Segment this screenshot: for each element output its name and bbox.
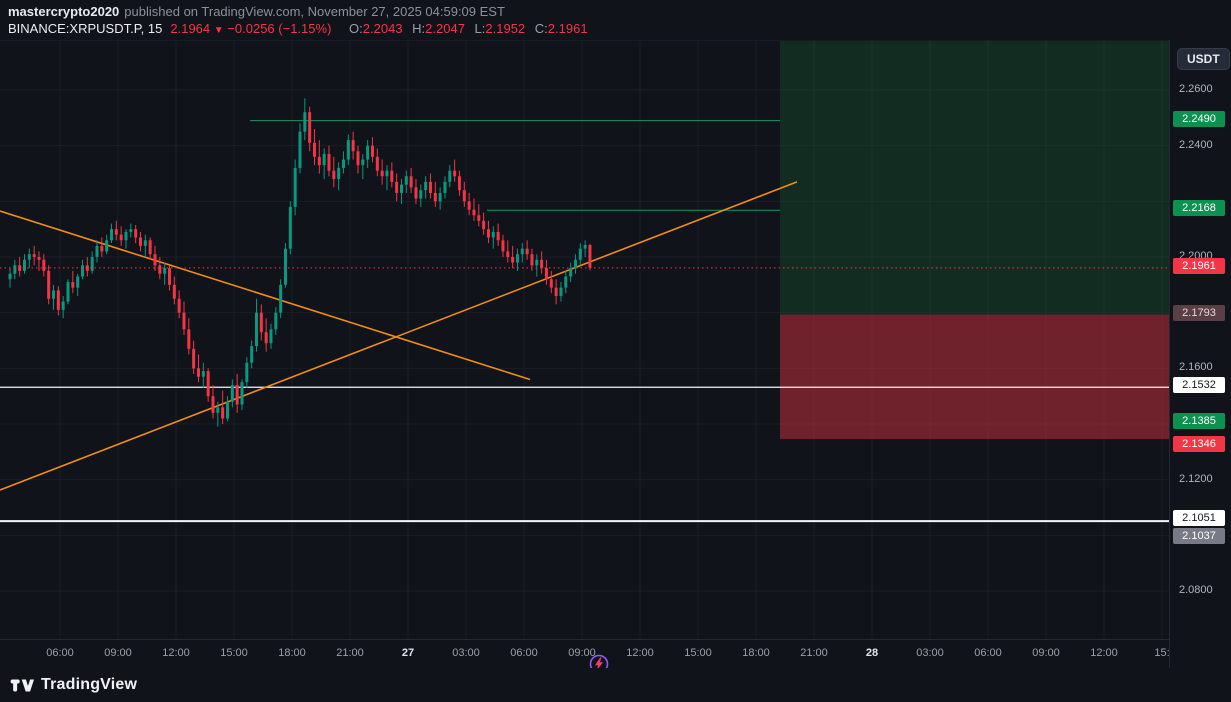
- price-tick-2.2600: 2.2600: [1179, 82, 1213, 95]
- stop-price-label: 2.1346: [1173, 436, 1225, 453]
- footer-bar: TradingView: [0, 668, 1231, 702]
- direction-arrow-icon: ▼: [213, 25, 224, 36]
- time-axis[interactable]: 06:00 09:00 12:00 15:00 18:00 21:00 27 03:00 06:…: [0, 639, 1169, 668]
- descending-trendline[interactable]: [0, 210, 531, 381]
- time-label-06:00: 06:00: [510, 647, 538, 659]
- long-position-loss-zone[interactable]: [780, 314, 1169, 440]
- price-label-2.1051: 2.1051: [1173, 510, 1225, 527]
- price-tick-2.2400: 2.2400: [1179, 138, 1213, 151]
- time-label-12:00: 12:00: [162, 647, 190, 659]
- tradingview-brand[interactable]: TradingView: [41, 676, 138, 693]
- change-absolute: −0.0256: [227, 21, 275, 36]
- currency-toggle-button[interactable]: USDT: [1177, 48, 1230, 70]
- long-position-profit-zone[interactable]: [780, 41, 1169, 315]
- high-label: H:: [412, 21, 426, 36]
- entry-price-label: 2.1793: [1173, 304, 1225, 321]
- time-label-15:: 15:: [1154, 647, 1169, 659]
- time-label-27: 27: [401, 647, 415, 659]
- time-label-21:00: 21:00: [336, 647, 364, 659]
- open-label: O:: [349, 21, 363, 36]
- price-tick-2.1200: 2.1200: [1179, 472, 1213, 485]
- price-chart[interactable]: [0, 41, 1169, 640]
- time-label-03:00: 03:00: [452, 647, 480, 659]
- low-value: 2.1952: [485, 21, 526, 36]
- time-label-12:00: 12:00: [1090, 647, 1118, 659]
- snapshot-header: mastercrypto2020 published on TradingView…: [0, 0, 1231, 40]
- time-label-15:00: 15:00: [684, 647, 712, 659]
- price-tick-2.1600: 2.1600: [1179, 361, 1213, 374]
- change-percent: (−1.15%): [278, 21, 332, 36]
- time-label-21:00: 21:00: [800, 647, 828, 659]
- time-label-06:00: 06:00: [974, 647, 1002, 659]
- time-label-18:00: 18:00: [278, 647, 306, 659]
- candles: [8, 98, 592, 427]
- price-label-2.1037: 2.1037: [1173, 528, 1225, 545]
- symbol-title[interactable]: BINANCE:XRPUSDT.P, 15: [8, 21, 163, 36]
- open-value: 2.2043: [362, 21, 403, 36]
- ascending-trendline[interactable]: [0, 181, 798, 491]
- tradingview-logo-icon[interactable]: [10, 676, 34, 695]
- price-label-2.2168: 2.2168: [1173, 200, 1225, 217]
- symbol-line: BINANCE:XRPUSDT.P, 15 2.1964 ▼ −0.0256 (−…: [8, 21, 1231, 39]
- high-value: 2.2047: [425, 21, 465, 36]
- last-price: 2.1964: [170, 21, 211, 36]
- price-axis[interactable]: USDT 2.2600 2.2400 2.2000 2.1600 2.1200 2.080…: [1169, 40, 1231, 668]
- published-info: published on TradingView.com, November 2…: [124, 4, 505, 19]
- price-label-2.2490: 2.2490: [1173, 110, 1225, 127]
- current-price-label: 2.1961: [1173, 257, 1225, 274]
- time-label-06:00: 06:00: [46, 647, 74, 659]
- low-label: L:: [474, 21, 486, 36]
- time-label-12:00: 12:00: [626, 647, 654, 659]
- author-name[interactable]: mastercrypto2020: [8, 4, 120, 19]
- time-label-09:00: 09:00: [1032, 647, 1060, 659]
- time-label-09:00: 09:00: [568, 647, 596, 659]
- time-label-15:00: 15:00: [220, 647, 248, 659]
- price-label-2.1532: 2.1532: [1173, 377, 1225, 394]
- time-label-18:00: 18:00: [742, 647, 770, 659]
- close-value: 2.1961: [547, 21, 588, 36]
- chart-area[interactable]: [0, 40, 1169, 674]
- time-label-03:00: 03:00: [916, 647, 944, 659]
- time-label-09:00: 09:00: [104, 647, 132, 659]
- close-label: C:: [534, 21, 548, 36]
- time-label-28: 28: [865, 647, 879, 659]
- publish-line: mastercrypto2020 published on TradingView…: [8, 4, 1231, 20]
- price-tick-2.0800: 2.0800: [1179, 584, 1213, 596]
- price-label-2.1385: 2.1385: [1173, 413, 1225, 430]
